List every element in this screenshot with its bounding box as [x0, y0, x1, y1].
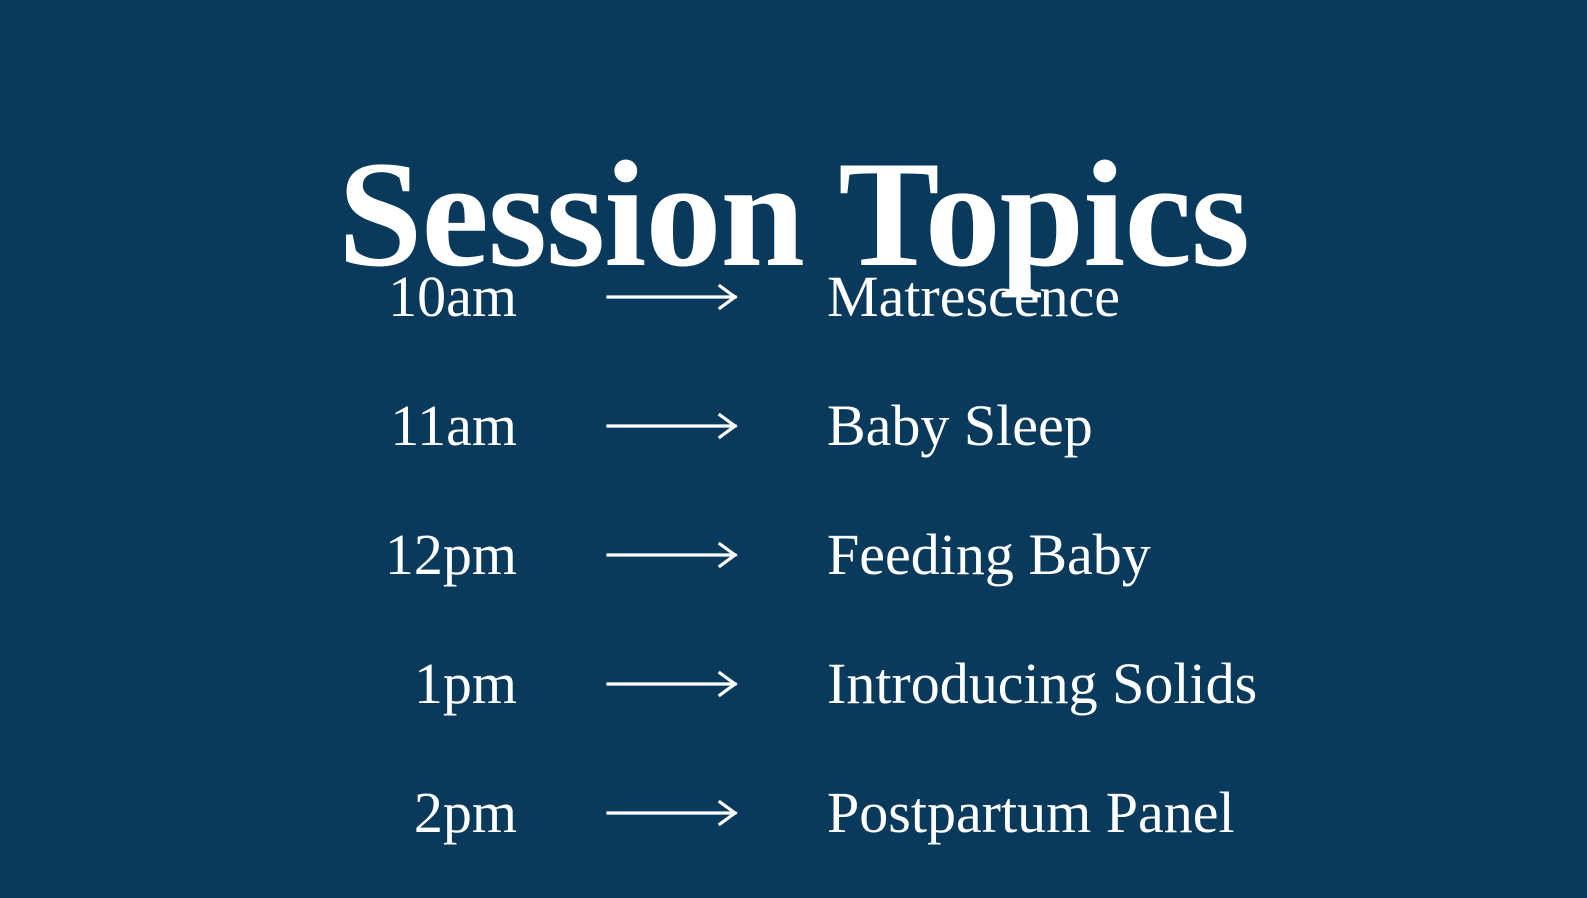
session-time: 11am [390, 392, 517, 458]
long-right-arrow-icon [517, 670, 827, 697]
session-topic: Matrescence [827, 263, 1121, 329]
session-topic: Introducing Solids [827, 650, 1258, 716]
schedule-list: 10am Matrescence 11am Baby Sleep 12p [0, 232, 1587, 877]
session-topic: Postpartum Panel [827, 779, 1235, 845]
long-right-arrow-icon [517, 283, 827, 310]
page-title: Session Topics [337, 129, 1250, 298]
long-right-arrow-icon [517, 412, 827, 439]
long-right-arrow-icon [517, 541, 827, 568]
schedule-row: 12pm Feeding Baby [0, 490, 1587, 619]
session-topic: Baby Sleep [827, 392, 1093, 458]
schedule-row: 11am Baby Sleep [0, 361, 1587, 490]
session-time: 2pm [413, 779, 517, 845]
long-right-arrow-icon [517, 799, 827, 826]
schedule-row: 10am Matrescence [0, 232, 1587, 361]
session-topic: Feeding Baby [827, 521, 1151, 587]
schedule-row: 2pm Postpartum Panel [0, 748, 1587, 877]
session-time: 1pm [413, 650, 517, 716]
session-time: 10am [388, 263, 517, 329]
schedule-row: 1pm Introducing Solids [0, 619, 1587, 748]
session-time: 12pm [384, 521, 517, 587]
